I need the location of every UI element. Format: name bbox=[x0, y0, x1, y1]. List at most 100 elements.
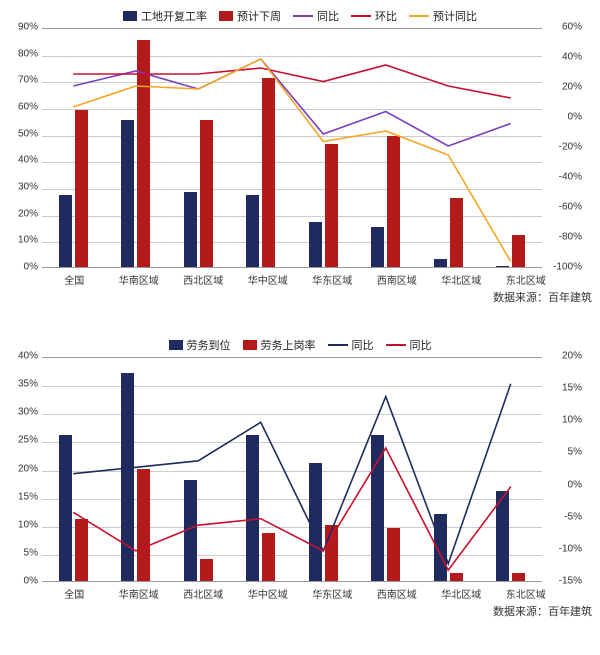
y-axis-right-tick: 40% bbox=[542, 52, 582, 63]
bar bbox=[200, 559, 213, 582]
source-name: 百年建筑 bbox=[548, 606, 592, 618]
x-axis-label: 东北区域 bbox=[494, 272, 559, 287]
legend-swatch bbox=[243, 340, 257, 350]
y-axis-right-tick: 60% bbox=[542, 22, 582, 33]
chart1-legend: 工地开复工率 预计下周 同比环比 预计同比 bbox=[0, 0, 600, 28]
bar bbox=[75, 519, 88, 581]
grid-line bbox=[42, 162, 542, 163]
legend-line bbox=[409, 15, 429, 17]
chart2-plot: 0%5%10%15%20%25%30%35%40%-15%-10%-5%0%5%… bbox=[42, 357, 542, 582]
source-name: 百年建筑 bbox=[548, 292, 592, 304]
bar bbox=[246, 435, 259, 581]
chart2-source: 数据来源：百年建筑 bbox=[0, 601, 600, 627]
legend-swatch bbox=[123, 11, 137, 21]
grid-line bbox=[42, 386, 542, 387]
grid-line bbox=[42, 242, 542, 243]
bar bbox=[387, 528, 400, 581]
y-axis-right-tick: -10% bbox=[542, 543, 582, 554]
y-axis-left-tick: 60% bbox=[6, 102, 42, 113]
bar bbox=[450, 573, 463, 581]
bar bbox=[262, 533, 275, 581]
y-axis-left-tick: 40% bbox=[6, 351, 42, 362]
y-axis-left-tick: 40% bbox=[6, 155, 42, 166]
legend-item: 预计同比 bbox=[409, 8, 477, 24]
y-axis-left-tick: 70% bbox=[6, 75, 42, 86]
bar bbox=[200, 120, 213, 267]
y-axis-left-tick: 35% bbox=[6, 379, 42, 390]
grid-line bbox=[42, 189, 542, 190]
x-axis-label: 全国 bbox=[42, 272, 107, 287]
legend-label: 预计同比 bbox=[433, 8, 477, 24]
source-label: 数据来源： bbox=[493, 606, 548, 618]
bar bbox=[512, 235, 525, 267]
bar bbox=[496, 491, 509, 581]
bar bbox=[387, 136, 400, 267]
legend-item: 劳务到位 bbox=[169, 337, 231, 353]
bar bbox=[371, 435, 384, 581]
bar bbox=[434, 259, 447, 267]
legend-item: 预计下周 bbox=[219, 8, 281, 24]
bar bbox=[325, 525, 338, 581]
grid-line bbox=[42, 499, 542, 500]
chart1-plot: 0%10%20%30%40%50%60%70%80%90%-100%-80%-6… bbox=[42, 28, 542, 268]
grid-line bbox=[42, 555, 542, 556]
y-axis-left-tick: 10% bbox=[6, 235, 42, 246]
bar bbox=[184, 480, 197, 581]
y-axis-right-tick: -60% bbox=[542, 202, 582, 213]
y-axis-right-tick: -5% bbox=[542, 511, 582, 522]
y-axis-right-tick: 5% bbox=[542, 447, 582, 458]
x-axis-label: 华东区域 bbox=[300, 586, 365, 601]
bar bbox=[59, 195, 72, 267]
x-axis-label: 西北区域 bbox=[171, 586, 236, 601]
x-axis-label: 华东区域 bbox=[300, 272, 365, 287]
x-axis-label: 华北区域 bbox=[429, 272, 494, 287]
legend-label: 同比 bbox=[317, 8, 339, 24]
x-axis-label: 西北区域 bbox=[171, 272, 236, 287]
y-axis-right-tick: 20% bbox=[542, 351, 582, 362]
legend-label: 工地开复工率 bbox=[141, 8, 207, 24]
y-axis-left-tick: 30% bbox=[6, 182, 42, 193]
legend-label: 预计下周 bbox=[237, 8, 281, 24]
grid-line bbox=[42, 56, 542, 57]
grid-line bbox=[42, 471, 542, 472]
x-axis-label: 华北区域 bbox=[429, 586, 494, 601]
bar bbox=[262, 78, 275, 267]
bar bbox=[512, 573, 525, 581]
bar bbox=[59, 435, 72, 581]
x-axis-label: 华中区域 bbox=[236, 272, 301, 287]
y-axis-left-tick: 0% bbox=[6, 262, 42, 273]
legend-label: 劳务到位 bbox=[187, 337, 231, 353]
y-axis-right-tick: -40% bbox=[542, 172, 582, 183]
legend-swatch bbox=[169, 340, 183, 350]
bar bbox=[325, 144, 338, 267]
legend-line bbox=[293, 15, 313, 17]
legend-item: 环比 bbox=[351, 8, 397, 24]
chart1-source: 数据来源：百年建筑 bbox=[0, 287, 600, 313]
y-axis-right-tick: 15% bbox=[542, 383, 582, 394]
chart2-legend: 劳务到位劳务上岗率同比同比 bbox=[0, 329, 600, 357]
legend-line bbox=[386, 344, 406, 346]
bar bbox=[121, 373, 134, 581]
legend-label: 同比 bbox=[410, 337, 432, 353]
y-axis-left-tick: 20% bbox=[6, 463, 42, 474]
bar bbox=[496, 266, 509, 267]
y-axis-left-tick: 25% bbox=[6, 435, 42, 446]
chart1: 工地开复工率 预计下周 同比环比 预计同比 0%10%20%30%40%50%60%7… bbox=[0, 0, 600, 313]
x-axis-label: 华中区域 bbox=[236, 586, 301, 601]
bar bbox=[434, 514, 447, 582]
y-axis-left-tick: 30% bbox=[6, 407, 42, 418]
y-axis-right-tick: -80% bbox=[542, 232, 582, 243]
y-axis-left-tick: 20% bbox=[6, 208, 42, 219]
y-axis-right-tick: -20% bbox=[542, 142, 582, 153]
legend-item: 劳务上岗率 bbox=[243, 337, 316, 353]
bar bbox=[184, 192, 197, 267]
bar bbox=[309, 222, 322, 267]
chart2-x-labels: 全国华南区域西北区域华中区域华东区域西南区域华北区域东北区域 bbox=[42, 582, 558, 601]
x-axis-label: 西南区域 bbox=[365, 272, 430, 287]
y-axis-right-tick: 0% bbox=[542, 479, 582, 490]
x-axis-label: 华南区域 bbox=[107, 586, 172, 601]
y-axis-right-tick: -100% bbox=[542, 262, 582, 273]
grid-line bbox=[42, 216, 542, 217]
chart1-x-labels: 全国华南区域西北区域华中区域华东区域西南区域华北区域东北区域 bbox=[42, 268, 558, 287]
legend-item: 同比 bbox=[386, 337, 432, 353]
